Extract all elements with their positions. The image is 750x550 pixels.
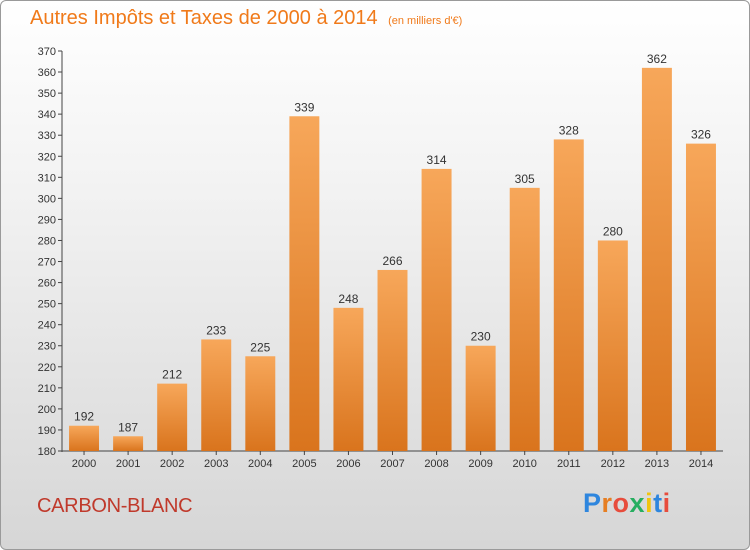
bar-value-label: 362 (647, 52, 667, 66)
bar-value-label: 326 (691, 128, 711, 142)
x-tick-label: 2003 (204, 458, 228, 470)
x-tick-label: 2014 (689, 458, 713, 470)
bar-value-label: 314 (427, 153, 447, 167)
bar (157, 383, 188, 451)
y-tick-label: 330 (38, 130, 56, 142)
bar (69, 425, 100, 451)
y-tick-label: 280 (38, 235, 56, 247)
x-tick-label: 2007 (380, 458, 404, 470)
x-tick-label: 2008 (424, 458, 448, 470)
bar-value-label: 230 (471, 330, 491, 344)
y-tick-label: 360 (38, 67, 56, 79)
y-tick-label: 340 (38, 109, 56, 121)
y-tick-label: 190 (38, 425, 56, 437)
bar-value-label: 266 (382, 254, 402, 268)
y-tick-label: 370 (38, 46, 56, 58)
bar (289, 116, 320, 452)
x-axis-ticks: 2000 2001 2002 2003 2004 2005 2006 2007 2008 2009… (72, 451, 713, 470)
y-tick-label: 200 (38, 404, 56, 416)
x-tick-label: 2002 (160, 458, 184, 470)
logo-letter: x (629, 488, 646, 518)
y-tick-label: 210 (38, 383, 56, 395)
chart-subtitle: (en milliers d'€) (388, 15, 463, 27)
bar-value-label: 225 (250, 340, 270, 354)
y-tick-label: 220 (38, 362, 56, 374)
x-tick-label: 2000 (72, 458, 96, 470)
bars: 192 187 212 233 225 339 248 266 314 230 305 328 280 3… (69, 52, 716, 452)
y-tick-label: 230 (38, 341, 56, 353)
y-tick-label: 250 (38, 299, 56, 311)
bar (597, 240, 628, 451)
bar-value-label: 212 (162, 368, 182, 382)
bar-value-label: 248 (338, 292, 358, 306)
place-name: CARBON-BLANC (37, 495, 193, 517)
x-tick-label: 2009 (468, 458, 492, 470)
logo-letter: i (662, 488, 671, 518)
bar (685, 143, 716, 451)
bar-value-label: 233 (206, 323, 226, 337)
bar-value-label: 187 (118, 420, 138, 434)
bar (465, 345, 496, 451)
bar-value-label: 339 (294, 100, 314, 114)
y-tick-label: 290 (38, 214, 56, 226)
bar-value-label: 192 (74, 410, 94, 424)
bar (377, 269, 408, 451)
title-row: Autres Impôts et Taxes de 2000 à 2014 (e… (30, 7, 462, 30)
logo-letter: P (583, 488, 602, 518)
y-tick-label: 350 (38, 88, 56, 100)
bar (641, 67, 672, 451)
bar (421, 168, 452, 452)
x-tick-label: 2005 (292, 458, 316, 470)
y-tick-label: 300 (38, 193, 56, 205)
bar-value-label: 328 (559, 123, 579, 137)
bar-value-label: 280 (603, 224, 623, 238)
proxiti-logo: Proxiti (583, 488, 671, 519)
y-tick-label: 180 (38, 446, 56, 458)
y-tick-label: 240 (38, 320, 56, 332)
x-tick-label: 2010 (512, 458, 536, 470)
bar (553, 139, 584, 451)
x-tick-label: 2001 (116, 458, 140, 470)
x-tick-label: 2012 (601, 458, 625, 470)
y-tick-label: 270 (38, 257, 56, 269)
bar (245, 356, 276, 451)
bar (113, 436, 144, 451)
logo-letter: o (612, 488, 630, 518)
bar-value-label: 305 (515, 172, 535, 186)
logo-letter: r (601, 488, 613, 518)
x-tick-label: 2004 (248, 458, 272, 470)
chart-title: Autres Impôts et Taxes de 2000 à 2014 (30, 7, 378, 29)
y-tick-label: 260 (38, 278, 56, 290)
bar (201, 339, 232, 451)
y-axis-ticks: 180 190 200 210 220 230 240 250 260 270 280 290 300 3… (38, 46, 62, 458)
bar (509, 187, 540, 451)
y-tick-label: 310 (38, 172, 56, 184)
logo-letter: t (653, 488, 663, 518)
bar (333, 307, 364, 451)
x-tick-label: 2006 (336, 458, 360, 470)
x-tick-label: 2013 (645, 458, 669, 470)
y-tick-label: 320 (38, 151, 56, 163)
logo-letter: i (645, 488, 654, 518)
x-tick-label: 2011 (557, 458, 581, 470)
